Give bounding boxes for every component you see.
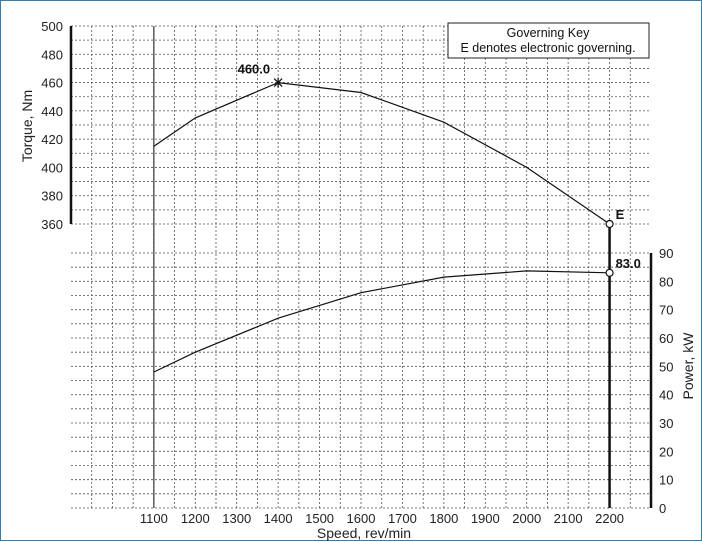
x-tick-label: 1700 [388, 511, 417, 526]
x-tick-label: 1400 [264, 511, 293, 526]
x-tick-label: 1300 [222, 511, 251, 526]
x-axis-title: Speed, rev/min [317, 525, 411, 541]
x-tick-label: 1200 [181, 511, 210, 526]
governing-label: E [616, 207, 625, 222]
power-tick-label: 60 [659, 331, 673, 346]
x-tick-label: 2000 [512, 511, 541, 526]
x-tick-label: 1800 [429, 511, 458, 526]
legend-title: Governing Key [507, 26, 590, 40]
power-tick-label: 80 [659, 274, 673, 289]
torque-tick-label: 480 [41, 47, 63, 62]
torque-tick-label: 420 [41, 132, 63, 147]
x-tick-label: 1100 [140, 511, 168, 526]
torque-tick-label: 360 [41, 217, 63, 232]
markers: 460.0 E 83.0 [238, 62, 641, 277]
max-power-marker [606, 269, 613, 276]
governing-marker [606, 221, 613, 228]
power-tick-label: 20 [659, 444, 673, 459]
torque-tick-label: 500 [41, 19, 63, 34]
torque-tick-label: 400 [41, 160, 63, 175]
legend-box: Governing Key E denotes electronic gover… [448, 23, 649, 58]
power-tick-label: 30 [659, 416, 673, 431]
right-axis-title: Power, kW [680, 332, 696, 400]
max-power-label: 83.0 [616, 256, 641, 271]
power-tick-label: 90 [659, 246, 673, 261]
x-tick-label: 2100 [554, 511, 583, 526]
x-tick-label: 1500 [305, 511, 334, 526]
x-tick-label: 1900 [471, 511, 500, 526]
power-tick-label: 50 [659, 359, 673, 374]
power-tick-label: 10 [659, 473, 673, 488]
power-tick-label: 0 [659, 501, 666, 516]
left-axis-title: Torque, Nm [19, 90, 35, 162]
x-tick-label: 1600 [347, 511, 376, 526]
power-tick-label: 40 [659, 388, 673, 403]
x-tick-label: 2200 [595, 511, 624, 526]
peak-torque-label: 460.0 [238, 62, 271, 77]
torque-tick-label: 460 [41, 76, 63, 91]
legend-text: E denotes electronic governing. [460, 41, 635, 55]
torque-tick-label: 440 [41, 104, 63, 119]
grid [71, 26, 651, 508]
power-tick-label: 70 [659, 303, 673, 318]
torque-tick-label: 380 [41, 189, 63, 204]
